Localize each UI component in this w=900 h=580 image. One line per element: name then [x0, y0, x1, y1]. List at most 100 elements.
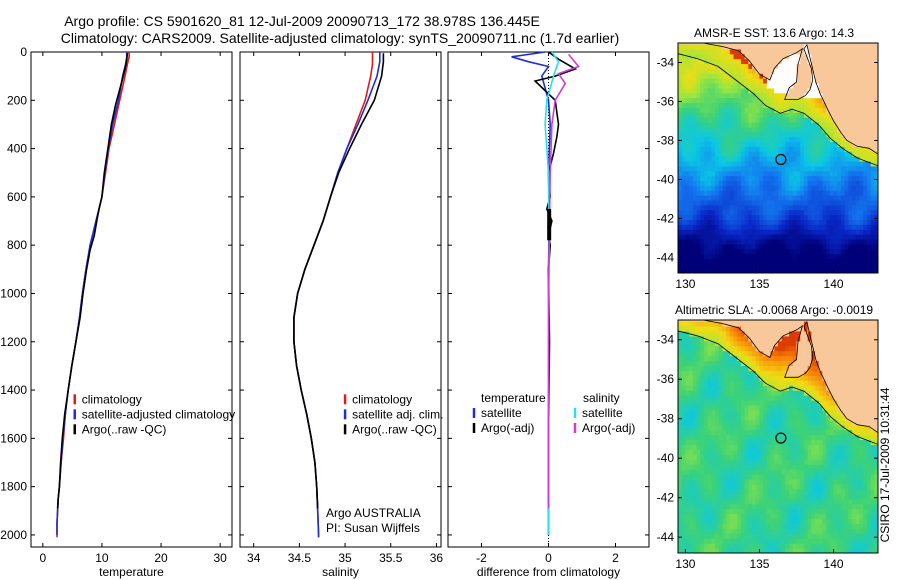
sst_map-cell	[748, 224, 753, 230]
sla_map-cell	[807, 434, 812, 441]
sst_map-cell	[844, 73, 849, 79]
sst_map-cell	[718, 63, 724, 69]
sst_map-cell	[678, 112, 683, 118]
sst_map-cell	[715, 87, 720, 94]
sst_map-cell	[874, 107, 878, 113]
sst_map-cell	[863, 136, 868, 143]
sst_map-cell	[718, 112, 724, 118]
sst_map-cell	[737, 92, 742, 99]
sst_map-cell	[822, 238, 827, 245]
sla_map-cell	[692, 533, 698, 539]
sst_map-cell	[774, 190, 779, 196]
sla_map-cell	[840, 360, 846, 367]
sla_map-cell	[726, 488, 731, 495]
sla_map-cell	[792, 365, 798, 371]
sst_map-cell	[789, 248, 794, 255]
sst_map-cell	[726, 87, 731, 94]
sst_map-cell	[748, 170, 753, 177]
sst_map-cell	[778, 219, 783, 225]
sst_map-cell	[822, 243, 827, 250]
sst_map-cell	[778, 112, 783, 118]
sla_map-cell	[696, 508, 701, 515]
sst_map-cell	[789, 78, 794, 84]
sst_map-cell	[796, 209, 801, 216]
sla_map-cell	[729, 345, 735, 352]
sla_map-cell	[803, 543, 809, 549]
sla_map-cell	[689, 350, 694, 357]
sla_map-cell	[759, 548, 764, 553]
sst_map-cell	[700, 175, 705, 182]
sla_map-cell	[763, 340, 768, 347]
sla_map-cell	[722, 498, 727, 505]
sla_map-cell	[678, 434, 683, 441]
sla_map-cell	[703, 454, 709, 460]
sst_map-cell	[759, 180, 764, 186]
sst_map-cell	[715, 102, 720, 108]
sst_map-cell	[740, 243, 746, 250]
sla_map-cell	[840, 335, 846, 342]
sst_map-cell	[755, 238, 761, 245]
sst_map-cell	[870, 234, 875, 240]
sst_map-cell	[748, 175, 753, 182]
sst_map-cell	[703, 136, 709, 143]
sla_map-cell	[829, 469, 835, 475]
sst_map-cell	[811, 209, 816, 216]
sst_map-cell	[678, 190, 683, 196]
sla_map-cell	[689, 424, 694, 431]
sst_map-cell	[796, 53, 801, 60]
sst_map-cell	[685, 253, 690, 259]
sst_map-cell	[707, 112, 712, 118]
sst_map-cell	[737, 141, 742, 147]
sst_map-cell	[807, 92, 812, 99]
sst_map-cell	[696, 156, 701, 162]
sst_map-cell	[681, 58, 686, 65]
sst_map-cell	[874, 243, 878, 250]
sst_map-cell	[678, 175, 683, 182]
sst_map-cell	[774, 195, 779, 201]
sla_map-cell	[718, 360, 724, 367]
salinity-legend-label: satellite adj. clim.	[352, 407, 443, 421]
sla_map-cell	[826, 375, 831, 381]
sla_map-cell	[822, 533, 827, 539]
sla_map-cell	[785, 399, 790, 406]
sst_map-cell	[707, 229, 712, 235]
sst_map-cell	[733, 121, 738, 128]
sst_map-cell	[811, 229, 816, 235]
sst_map-cell	[718, 136, 724, 143]
sst_map-cell	[748, 87, 753, 94]
sst_map-cell	[703, 48, 709, 55]
sla_map-cell	[833, 395, 838, 401]
sst_map-cell	[737, 102, 742, 108]
sla_map-cell	[711, 325, 716, 332]
sla_map-cell	[763, 404, 768, 411]
sla_map-cell	[818, 424, 824, 431]
sla_map-cell	[822, 483, 827, 490]
sst_map-cell	[855, 248, 861, 255]
sst_map-cell	[874, 263, 878, 269]
sst_map-cell	[863, 112, 868, 118]
sst_map-cell	[848, 268, 853, 273]
sst_map-cell	[755, 195, 761, 201]
sla_map-cell	[755, 503, 761, 510]
sla_map-cell	[766, 548, 772, 553]
sla_map-cell	[740, 548, 746, 553]
sst_map-cell	[744, 224, 749, 230]
sst_map-cell	[870, 87, 875, 94]
sst_map-cell	[744, 263, 749, 269]
sst_map-cell	[678, 53, 683, 60]
sla_map-cell	[815, 459, 820, 465]
sst_map-cell	[811, 253, 816, 259]
sst_map-cell	[759, 234, 764, 240]
sla_map-cell	[755, 414, 761, 421]
sst_map-cell	[733, 146, 738, 152]
sla_map-cell	[803, 454, 809, 460]
sst_map-cell	[863, 185, 868, 191]
sst_map-cell	[837, 117, 842, 123]
sst_map-cell	[774, 141, 779, 147]
sst_map-cell	[833, 146, 838, 152]
sst_map-cell	[781, 209, 786, 216]
sla_map-cell	[696, 454, 701, 460]
sla_map-cell	[678, 335, 683, 342]
sla_map-cell	[685, 414, 690, 421]
sst_map-cell	[818, 253, 824, 259]
